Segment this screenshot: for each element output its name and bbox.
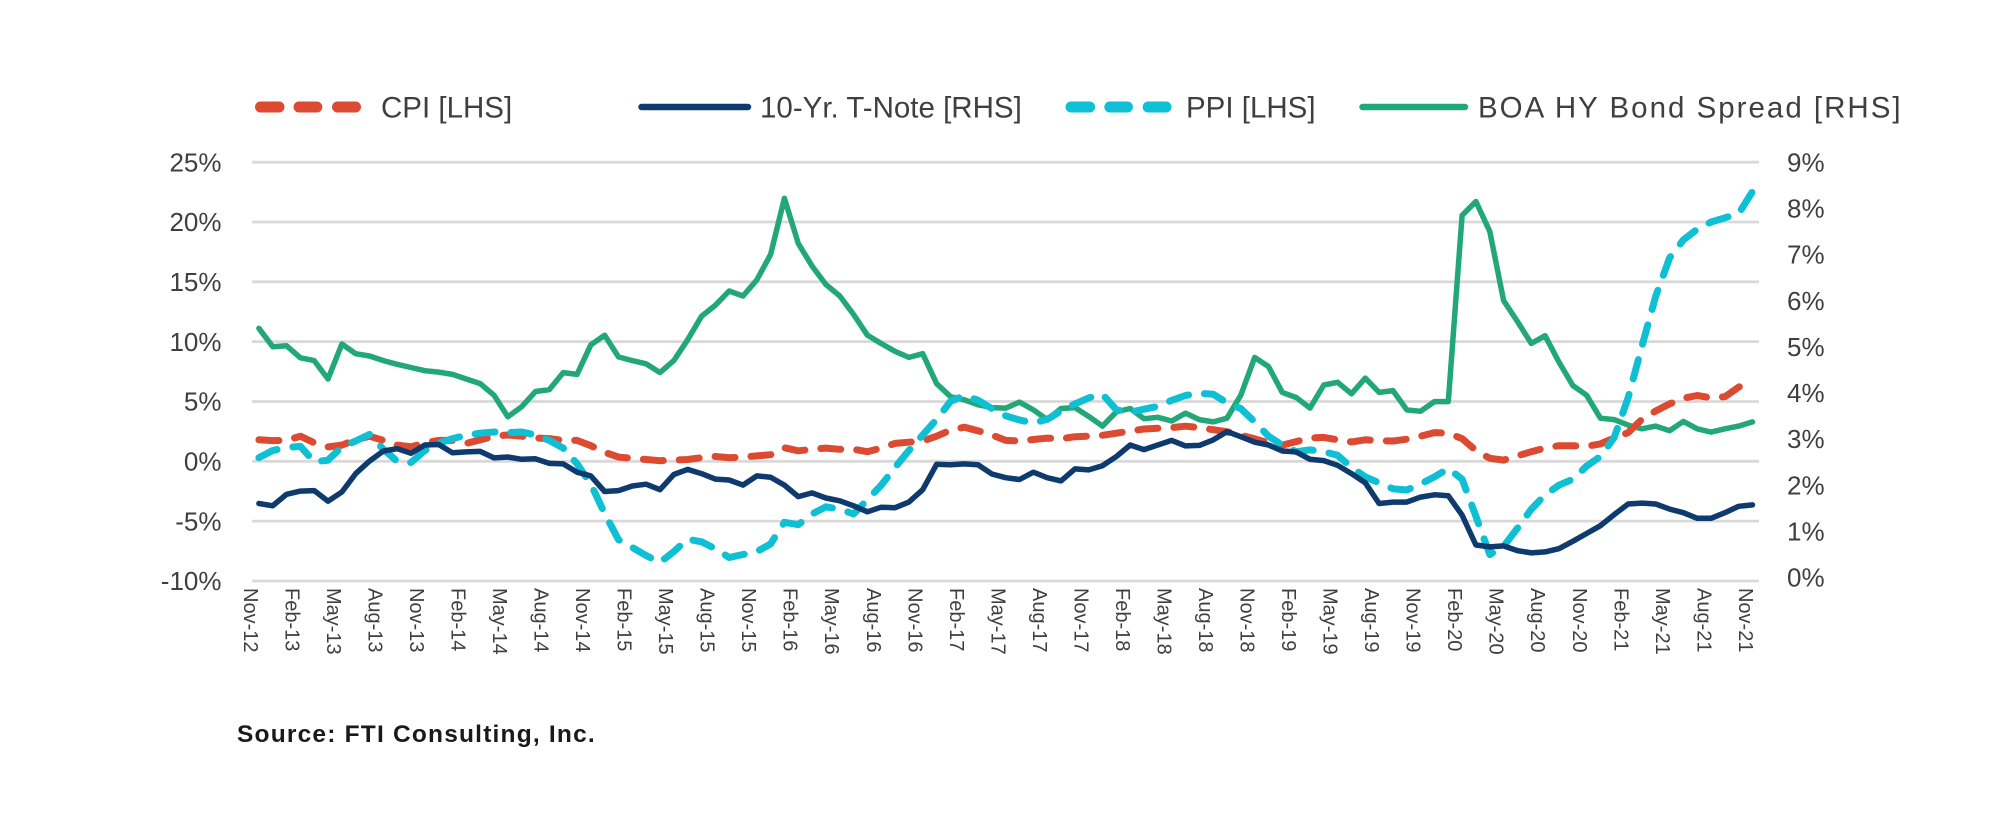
- svg-text:0%: 0%: [184, 447, 222, 477]
- svg-text:Feb-20: Feb-20: [1443, 588, 1465, 651]
- svg-text:0%: 0%: [1787, 563, 1825, 593]
- svg-text:-5%: -5%: [175, 506, 221, 536]
- svg-text:10%: 10%: [169, 327, 221, 357]
- svg-text:Nov-12: Nov-12: [239, 588, 261, 652]
- svg-text:Nov-20: Nov-20: [1568, 588, 1590, 652]
- svg-text:10-Yr. T-Note [RHS]: 10-Yr. T-Note [RHS]: [760, 92, 1022, 125]
- svg-text:Feb-13: Feb-13: [280, 588, 302, 651]
- svg-text:Aug-14: Aug-14: [530, 588, 552, 653]
- svg-text:25%: 25%: [169, 147, 221, 177]
- svg-text:May-20: May-20: [1485, 588, 1507, 655]
- svg-text:7%: 7%: [1787, 240, 1825, 270]
- svg-text:2%: 2%: [1787, 470, 1825, 500]
- svg-text:Nov-19: Nov-19: [1402, 588, 1424, 652]
- svg-text:CPI [LHS]: CPI [LHS]: [381, 92, 512, 125]
- svg-text:Feb-15: Feb-15: [613, 588, 635, 651]
- svg-text:Feb-21: Feb-21: [1609, 588, 1631, 651]
- svg-text:5%: 5%: [184, 387, 222, 417]
- svg-text:8%: 8%: [1787, 194, 1825, 224]
- svg-text:Feb-18: Feb-18: [1111, 588, 1133, 651]
- svg-text:May-16: May-16: [820, 588, 842, 655]
- svg-text:Nov-16: Nov-16: [903, 588, 925, 652]
- svg-text:9%: 9%: [1787, 148, 1825, 178]
- svg-text:Aug-19: Aug-19: [1360, 588, 1382, 653]
- svg-text:Nov-21: Nov-21: [1734, 588, 1756, 652]
- svg-text:Nov-18: Nov-18: [1236, 588, 1258, 652]
- svg-text:May-14: May-14: [488, 588, 510, 655]
- svg-text:Aug-13: Aug-13: [363, 588, 385, 653]
- svg-text:Aug-20: Aug-20: [1526, 588, 1548, 653]
- svg-text:20%: 20%: [169, 207, 221, 237]
- svg-text:BOA HY Bond Spread [RHS]: BOA HY Bond Spread [RHS]: [1478, 92, 1903, 125]
- svg-text:Feb-19: Feb-19: [1277, 588, 1299, 651]
- svg-text:May-15: May-15: [654, 588, 676, 655]
- svg-text:Nov-15: Nov-15: [737, 588, 759, 652]
- svg-text:Aug-16: Aug-16: [862, 588, 884, 653]
- svg-text:Feb-14: Feb-14: [446, 588, 468, 651]
- svg-text:May-13: May-13: [322, 588, 344, 655]
- svg-text:May-18: May-18: [1153, 588, 1175, 655]
- svg-text:Nov-17: Nov-17: [1069, 588, 1091, 652]
- svg-text:May-19: May-19: [1319, 588, 1341, 655]
- svg-text:PPI [LHS]: PPI [LHS]: [1186, 92, 1316, 125]
- svg-text:Aug-17: Aug-17: [1028, 588, 1050, 653]
- svg-text:15%: 15%: [169, 267, 221, 297]
- svg-text:4%: 4%: [1787, 378, 1825, 408]
- svg-text:Aug-18: Aug-18: [1194, 588, 1216, 653]
- svg-text:Aug-15: Aug-15: [696, 588, 718, 653]
- svg-text:Feb-17: Feb-17: [945, 588, 967, 651]
- svg-text:Nov-13: Nov-13: [405, 588, 427, 652]
- svg-text:Aug-21: Aug-21: [1692, 588, 1714, 653]
- svg-text:Feb-16: Feb-16: [779, 588, 801, 651]
- svg-text:3%: 3%: [1787, 424, 1825, 454]
- svg-text:1%: 1%: [1787, 516, 1825, 546]
- svg-text:-10%: -10%: [161, 566, 222, 596]
- svg-text:6%: 6%: [1787, 286, 1825, 316]
- svg-text:Source: FTI Consulting, Inc.: Source: FTI Consulting, Inc.: [237, 721, 596, 748]
- svg-text:Nov-14: Nov-14: [571, 588, 593, 652]
- svg-text:May-21: May-21: [1651, 588, 1673, 655]
- svg-text:5%: 5%: [1787, 332, 1825, 362]
- svg-text:May-17: May-17: [986, 588, 1008, 655]
